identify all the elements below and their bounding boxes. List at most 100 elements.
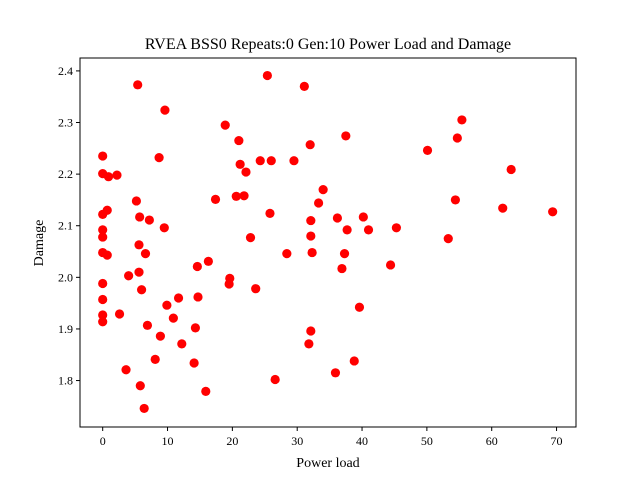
data-point bbox=[220, 120, 230, 130]
data-point bbox=[134, 240, 144, 250]
data-point bbox=[450, 195, 461, 205]
data-point bbox=[193, 292, 203, 302]
data-point bbox=[154, 153, 164, 163]
data-point bbox=[98, 294, 108, 305]
data-point bbox=[203, 256, 213, 266]
y-axis-label: Damage bbox=[32, 220, 47, 267]
data-point bbox=[168, 313, 178, 323]
data-point bbox=[112, 170, 122, 180]
y-tick-label: 2.3 bbox=[58, 116, 73, 130]
data-point bbox=[452, 133, 462, 143]
data-point bbox=[306, 231, 316, 241]
data-point bbox=[330, 368, 341, 378]
data-point bbox=[98, 317, 108, 327]
data-point bbox=[98, 310, 108, 320]
data-point bbox=[192, 261, 202, 272]
x-tick-label: 70 bbox=[551, 434, 563, 448]
y-tick-label: 2.2 bbox=[58, 167, 73, 181]
data-point bbox=[307, 247, 317, 258]
data-point bbox=[201, 386, 211, 396]
data-point bbox=[159, 223, 169, 233]
data-point bbox=[498, 203, 508, 213]
data-point bbox=[190, 323, 201, 333]
data-point bbox=[155, 331, 165, 341]
data-point bbox=[231, 191, 241, 201]
data-point bbox=[162, 300, 172, 310]
data-point bbox=[391, 223, 402, 233]
x-tick-label: 0 bbox=[100, 434, 106, 448]
data-point bbox=[234, 135, 244, 146]
data-point bbox=[98, 225, 108, 235]
data-point bbox=[239, 191, 249, 201]
data-point bbox=[136, 285, 147, 295]
x-tick-label: 10 bbox=[162, 434, 174, 448]
data-points bbox=[98, 70, 558, 414]
data-point bbox=[337, 263, 347, 274]
data-point bbox=[342, 225, 352, 235]
data-point bbox=[102, 250, 112, 260]
data-point bbox=[114, 309, 125, 319]
x-tick-label: 50 bbox=[421, 434, 433, 448]
x-axis-label: Power load bbox=[296, 456, 359, 471]
data-point bbox=[142, 320, 153, 330]
y-tick-label: 2.0 bbox=[58, 270, 73, 284]
plot-area-frame bbox=[79, 57, 577, 428]
data-point bbox=[98, 151, 108, 161]
data-point bbox=[318, 185, 328, 195]
y-axis-ticks: 1.8 1.9 2.0 2.1 2.2 2.3 2.4 bbox=[58, 64, 80, 388]
x-tick-label: 20 bbox=[226, 434, 238, 448]
data-point bbox=[341, 131, 351, 141]
data-point bbox=[144, 215, 154, 225]
y-tick-label: 2.4 bbox=[58, 64, 73, 78]
data-point bbox=[133, 80, 143, 90]
data-point bbox=[270, 374, 280, 385]
y-tick-label: 1.9 bbox=[58, 322, 73, 336]
data-point bbox=[139, 403, 149, 414]
data-point bbox=[305, 140, 315, 150]
data-point bbox=[313, 198, 324, 208]
data-point bbox=[121, 365, 131, 375]
data-point bbox=[241, 167, 251, 177]
data-point bbox=[262, 70, 272, 81]
data-point bbox=[124, 271, 134, 281]
x-tick-label: 30 bbox=[291, 434, 303, 448]
data-point bbox=[131, 196, 142, 206]
data-point bbox=[245, 232, 256, 243]
data-point bbox=[160, 105, 170, 115]
data-point bbox=[265, 208, 275, 218]
data-point bbox=[385, 260, 396, 270]
data-point bbox=[457, 115, 467, 125]
data-point bbox=[443, 234, 453, 244]
data-point bbox=[210, 194, 221, 205]
data-point bbox=[251, 284, 261, 294]
data-point bbox=[177, 339, 187, 349]
x-tick-label: 40 bbox=[356, 434, 368, 448]
data-point bbox=[306, 326, 316, 336]
data-point bbox=[255, 156, 265, 166]
data-point bbox=[332, 213, 343, 223]
data-point bbox=[140, 248, 151, 259]
data-point bbox=[422, 145, 433, 155]
data-point bbox=[225, 273, 235, 283]
data-point bbox=[135, 381, 145, 391]
data-point bbox=[299, 81, 309, 91]
chart-title: RVEA BSS0 Repeats:0 Gen:10 Power Load an… bbox=[145, 36, 511, 53]
data-point bbox=[349, 356, 359, 366]
y-tick-label: 1.8 bbox=[58, 374, 73, 388]
data-point bbox=[289, 156, 299, 166]
y-tick-label: 2.1 bbox=[58, 219, 73, 233]
data-point bbox=[135, 212, 145, 222]
data-point bbox=[354, 302, 365, 312]
data-point bbox=[150, 354, 160, 364]
data-point bbox=[306, 215, 316, 226]
x-tick-label: 60 bbox=[486, 434, 498, 448]
data-point bbox=[235, 159, 245, 169]
x-axis-ticks: 0 10 20 30 40 50 60 70 bbox=[100, 427, 563, 448]
data-point bbox=[189, 358, 199, 368]
data-point bbox=[266, 156, 276, 166]
data-point bbox=[304, 339, 314, 349]
data-point bbox=[548, 207, 558, 217]
